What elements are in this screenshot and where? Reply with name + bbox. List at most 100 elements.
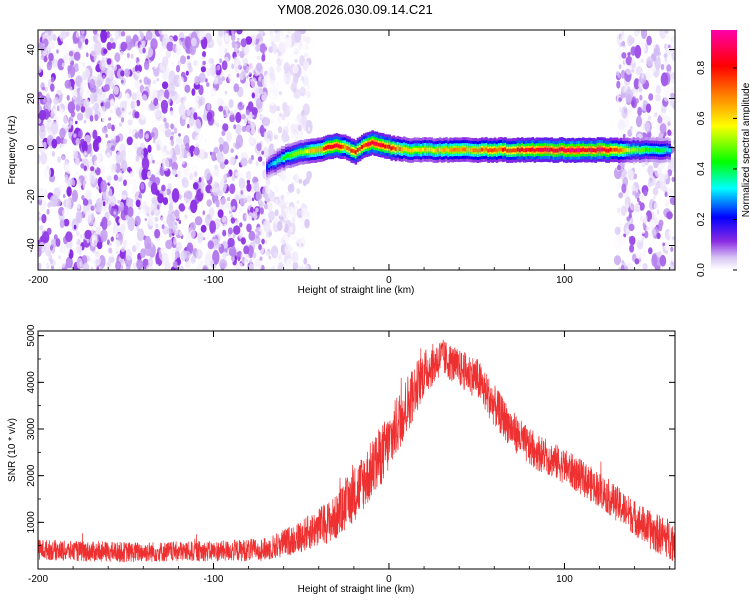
noise-blob <box>210 58 215 65</box>
noise-blob <box>275 259 280 267</box>
noise-blob <box>644 121 651 132</box>
ridge-cell <box>411 148 414 153</box>
noise-blob <box>262 146 269 158</box>
noise-blob <box>658 219 664 227</box>
ridge-cell <box>651 147 655 152</box>
noise-blob <box>618 97 622 102</box>
noise-blob <box>222 141 230 155</box>
noise-blob <box>235 112 242 123</box>
noise-blob <box>195 249 203 260</box>
ridge-cell <box>588 147 591 152</box>
noise-blob <box>617 207 621 214</box>
ridge-cell <box>596 147 600 152</box>
noise-blob <box>197 105 200 109</box>
noise-blob <box>667 44 671 49</box>
noise-blob <box>150 182 158 195</box>
noise-blob <box>144 191 149 200</box>
noise-blob <box>173 260 178 269</box>
ridge-cell <box>285 154 288 159</box>
ridge-cell <box>634 148 638 153</box>
noise-blob <box>178 133 181 137</box>
noise-blob <box>50 111 53 116</box>
noise-blob <box>187 124 190 129</box>
noise-blob <box>304 263 309 270</box>
noise-blob <box>666 211 673 220</box>
noise-blob <box>626 93 632 104</box>
ridge-cell <box>474 148 478 153</box>
noise-blob <box>669 78 675 85</box>
noise-blob <box>147 99 151 105</box>
noise-blob <box>256 55 261 61</box>
noise-blob <box>652 44 656 49</box>
ridge-cell <box>455 147 459 152</box>
noise-blob <box>212 231 216 238</box>
noise-blob <box>46 208 50 215</box>
noise-blob <box>93 54 99 64</box>
noise-blob <box>654 207 661 218</box>
noise-blob <box>75 138 80 146</box>
noise-blob <box>101 115 108 125</box>
noise-blob <box>158 123 166 133</box>
colorbar-tick-label: 0.4 <box>696 162 707 176</box>
noise-blob <box>301 243 304 247</box>
noise-blob <box>191 164 199 178</box>
noise-blob <box>635 66 643 76</box>
noise-blob <box>111 124 115 132</box>
spectrogram-x-ticks: -200 -100 0 100 <box>28 30 671 286</box>
noise-blob <box>237 190 240 195</box>
ridge-cell <box>655 148 659 152</box>
noise-blob <box>92 30 98 35</box>
noise-blob <box>106 239 110 246</box>
ridge-cell <box>371 140 374 145</box>
noise-blob <box>58 165 64 173</box>
noise-blob <box>103 48 108 54</box>
noise-blob <box>243 245 250 255</box>
noise-blob <box>193 112 198 121</box>
noise-blob <box>203 190 208 196</box>
noise-blob <box>663 53 668 59</box>
ridge-cell <box>529 148 532 152</box>
noise-blob <box>80 178 83 184</box>
noise-blob <box>121 149 127 158</box>
ridge-cell <box>291 153 294 157</box>
noise-blob <box>118 218 122 224</box>
ridge-cell <box>556 148 560 153</box>
noise-blob <box>646 56 653 67</box>
noise-blob <box>68 56 72 62</box>
noise-blob <box>251 122 255 130</box>
noise-blob <box>248 230 256 241</box>
noise-blob <box>38 154 41 161</box>
spectrogram-signal-ridge <box>266 130 671 181</box>
noise-blob <box>288 206 295 218</box>
ridge-cell <box>512 148 516 153</box>
noise-blob <box>43 55 48 63</box>
noise-blob <box>139 44 143 50</box>
noise-blob <box>73 51 81 61</box>
noise-blob <box>67 73 71 79</box>
noise-blob <box>140 208 146 219</box>
noise-blob <box>184 259 191 269</box>
noise-blob <box>134 215 141 226</box>
ridge-cell <box>607 148 610 153</box>
noise-blob <box>246 75 249 79</box>
noise-blob <box>259 207 264 215</box>
ridge-cell <box>367 142 370 147</box>
noise-blob <box>120 79 124 84</box>
noise-blob <box>298 178 303 184</box>
noise-blob <box>205 78 208 83</box>
noise-blob <box>282 41 288 51</box>
noise-blob <box>65 31 70 37</box>
noise-blob <box>83 165 88 171</box>
noise-blob <box>69 86 73 92</box>
noise-blob <box>211 180 219 193</box>
noise-blob <box>142 47 146 54</box>
noise-blob <box>296 188 301 195</box>
noise-blob <box>222 251 227 259</box>
noise-blob <box>175 241 183 252</box>
noise-blob <box>250 77 257 89</box>
noise-blob <box>629 244 635 253</box>
noise-blob <box>222 123 229 132</box>
noise-blob <box>627 129 633 137</box>
noise-blob <box>637 30 641 34</box>
